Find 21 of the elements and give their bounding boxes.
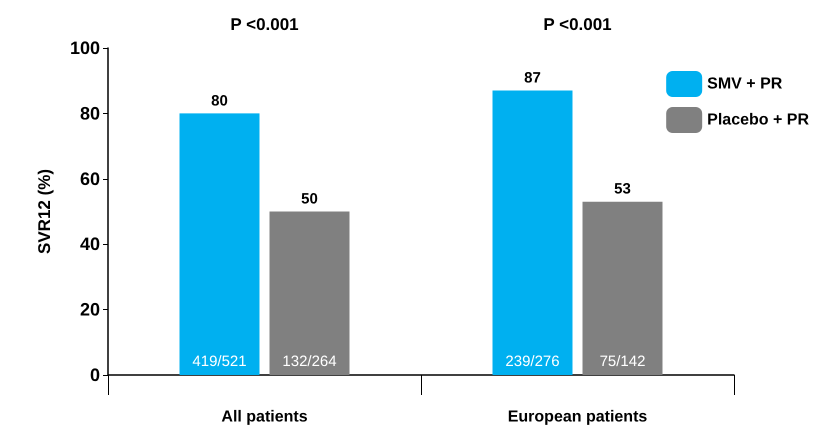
data-label: 87 [524, 70, 541, 87]
data-label: 80 [211, 92, 228, 110]
y-tick-label: 60 [80, 168, 100, 189]
legend-label: SMV + PR [707, 76, 783, 92]
data-label: 53 [614, 180, 631, 198]
y-tick-label: 100 [70, 38, 100, 58]
data-label: 50 [301, 190, 318, 208]
text: P <0.001 [543, 15, 612, 34]
x-tick-label: All patients [221, 408, 308, 426]
annotation: 419/521 [192, 353, 247, 370]
y-tick-label: 0 [90, 365, 100, 385]
y-tick-label: 80 [80, 103, 100, 124]
y-axis-title: SVR12 (%) [35, 168, 54, 254]
y-tick-label: 20 [80, 300, 100, 320]
x-tick-label: European patients [508, 408, 648, 426]
text: P <0.001 [230, 15, 299, 34]
y-tick-label: 40 [80, 234, 100, 254]
legend-label: Placebo + PR [707, 112, 810, 128]
annotation: 239/276 [505, 353, 560, 370]
annotation: 75/142 [600, 353, 646, 370]
annotation: 132/264 [282, 353, 337, 370]
